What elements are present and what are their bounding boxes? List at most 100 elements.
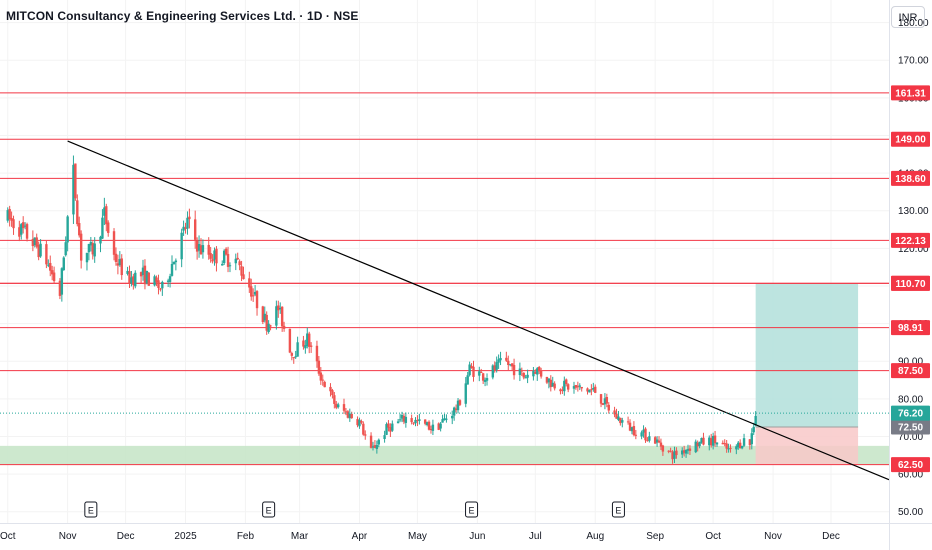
candle-body xyxy=(451,415,454,419)
earnings-marker-label: E xyxy=(88,506,94,516)
candle-body xyxy=(145,270,149,284)
candle-body xyxy=(87,243,91,253)
candle-body xyxy=(721,442,724,445)
currency-button[interactable]: INR xyxy=(891,6,925,28)
candle-body xyxy=(594,386,597,393)
level-price-label: 149.00 xyxy=(895,135,926,146)
candle-body xyxy=(114,253,118,262)
candle-body xyxy=(116,263,120,266)
candle-body xyxy=(186,217,189,229)
candle-body xyxy=(101,217,104,239)
candle-body xyxy=(485,378,489,381)
candle-body xyxy=(62,257,65,271)
candle-body xyxy=(512,365,516,376)
candle-body xyxy=(321,379,324,381)
candle-body xyxy=(157,280,160,288)
candle-body xyxy=(657,440,661,443)
candle-body xyxy=(601,403,605,405)
candle-body xyxy=(458,400,462,405)
level-price-tag xyxy=(891,85,930,101)
candle-body xyxy=(632,426,636,436)
level-price-label: 98.91 xyxy=(898,323,923,334)
candle-body xyxy=(188,216,191,220)
candle-body xyxy=(452,407,456,416)
candle-body xyxy=(688,448,692,451)
candle-body xyxy=(410,418,413,423)
candle-body xyxy=(60,268,64,295)
candle-body xyxy=(518,368,522,376)
level-price-label: 62.50 xyxy=(898,460,923,471)
candle-body xyxy=(472,366,475,377)
candle-body xyxy=(400,414,404,419)
candle-body xyxy=(385,424,388,435)
candle-body xyxy=(574,384,578,388)
candle-body xyxy=(317,360,321,374)
y-tick-label: 170.00 xyxy=(898,56,929,67)
candle-body xyxy=(31,238,35,247)
candle-body xyxy=(132,276,135,286)
candle-body xyxy=(197,244,201,251)
candle-body xyxy=(275,306,278,326)
candle-body xyxy=(671,452,674,460)
candle-body xyxy=(348,413,352,419)
candle-body xyxy=(522,372,525,378)
candle-body xyxy=(170,264,174,276)
candle-body xyxy=(238,261,241,266)
candle-body xyxy=(39,243,42,257)
candle-body xyxy=(682,450,686,453)
candle-body xyxy=(377,439,380,445)
candle-body xyxy=(590,389,593,391)
level-price-tag xyxy=(891,131,930,147)
candle-body xyxy=(371,446,375,448)
candle-body xyxy=(505,357,508,361)
candle-body xyxy=(267,323,270,333)
candle-body xyxy=(750,433,753,445)
candle-body xyxy=(33,237,36,246)
trendline xyxy=(67,140,890,481)
candle-body xyxy=(389,427,392,432)
candle-body xyxy=(52,272,56,282)
candle-body xyxy=(37,244,40,258)
candle-body xyxy=(174,260,178,263)
candle-body xyxy=(240,266,243,276)
x-tick-label: Oct xyxy=(0,531,16,542)
candle-body xyxy=(362,423,365,435)
candle-body xyxy=(454,408,458,411)
candle-body xyxy=(396,421,400,424)
candle-body xyxy=(456,400,460,411)
candle-body xyxy=(282,325,286,329)
candle-body xyxy=(715,442,719,445)
candle-body xyxy=(277,305,280,311)
candle-body xyxy=(369,435,373,448)
x-tick-label: Dec xyxy=(117,531,135,542)
x-tick-label: Nov xyxy=(764,531,782,542)
candle-body xyxy=(199,245,203,255)
candle-body xyxy=(265,314,268,331)
candle-body xyxy=(296,342,299,357)
candle-body xyxy=(713,435,717,444)
candle-body xyxy=(698,441,701,447)
candle-body xyxy=(18,227,21,237)
x-tick-label: Dec xyxy=(822,531,840,542)
candle-body xyxy=(675,450,678,456)
x-tick-label: Apr xyxy=(352,531,368,542)
candle-body xyxy=(161,281,164,289)
candle-body xyxy=(213,250,216,260)
candle-body xyxy=(630,427,634,432)
candle-body xyxy=(105,206,108,225)
candle-body xyxy=(168,276,172,282)
candle-body xyxy=(646,440,649,442)
candle-body xyxy=(242,274,245,280)
candle-body xyxy=(228,265,232,267)
candle-body xyxy=(329,386,332,392)
level-price-label: 87.50 xyxy=(898,366,923,377)
candle-body xyxy=(507,360,510,366)
candle-body xyxy=(599,394,603,404)
level-price-tag xyxy=(891,363,930,379)
candle-body xyxy=(118,259,122,266)
candle-body xyxy=(738,442,742,449)
earnings-marker xyxy=(611,501,625,518)
level-price-label: 110.70 xyxy=(895,279,925,290)
